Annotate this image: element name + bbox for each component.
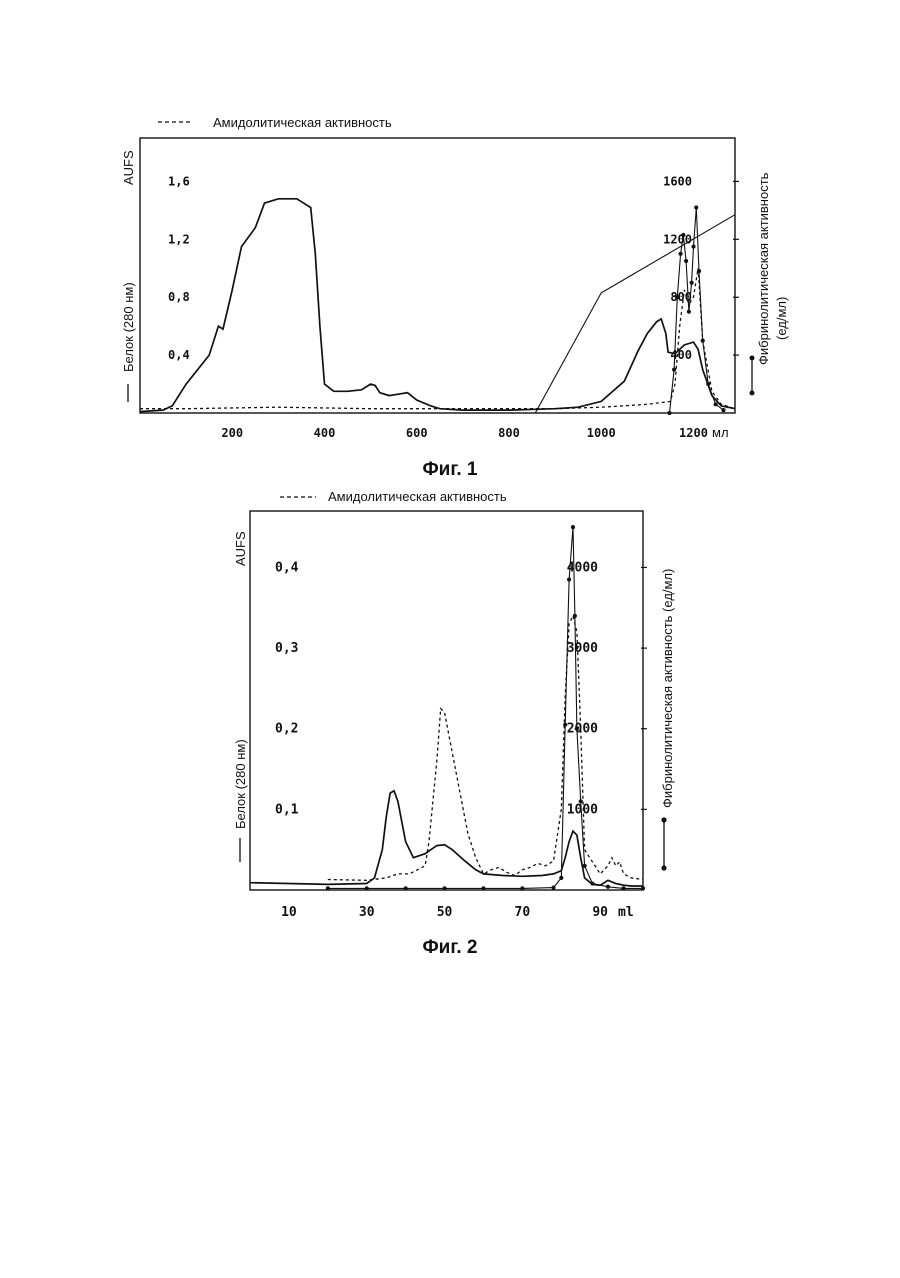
fig2-fibrinolytic-point bbox=[621, 886, 625, 890]
fig2-caption: Фиг. 2 bbox=[422, 937, 477, 958]
fig2-right-tick-label: 2000 bbox=[567, 722, 598, 737]
fig2-right-tick-label: 1000 bbox=[567, 802, 598, 817]
fig1-fibrinolytic-point bbox=[687, 310, 691, 314]
fig1-fibrinolytic-point bbox=[667, 411, 671, 415]
fig1-right-tick-label: 1200 bbox=[663, 232, 692, 246]
fig1-left-tick-label: 1,6 bbox=[168, 174, 190, 188]
fig1-right-marker-dot-bottom bbox=[750, 391, 755, 396]
fig1-fibrinolytic-point bbox=[678, 252, 682, 256]
figure-1: Амидолитическая активность AUFS Белок (2… bbox=[121, 115, 789, 480]
fig1-fibrinolytic-point bbox=[681, 233, 685, 237]
fig1-x-tick-label: 400 bbox=[314, 426, 336, 440]
fig2-fibrinolytic-point bbox=[590, 881, 594, 885]
fig2-fibrinolytic-point bbox=[404, 886, 408, 890]
fig1-fibrinolytic-point bbox=[714, 402, 718, 406]
fig1-x-tick-label: 200 bbox=[221, 426, 243, 440]
fig1-fibrinolytic-point bbox=[721, 408, 725, 412]
fig2-fibrinolytic-point bbox=[365, 886, 369, 890]
fig1-right-tick-label: 400 bbox=[670, 348, 692, 362]
fig1-x-tick-label: 1200 bbox=[679, 426, 708, 440]
fig2-fibrinolytic-point bbox=[579, 799, 583, 803]
fig2-fibrinolytic-point bbox=[575, 727, 579, 731]
fig2-left-tick-label: 0,1 bbox=[275, 802, 299, 817]
fig1-fibrinolytic-point bbox=[690, 281, 694, 285]
fig1-series-protein bbox=[140, 199, 735, 412]
fig1-fibrinolytic-point bbox=[684, 259, 688, 263]
fig2-left-tick-label: 0,2 bbox=[275, 722, 298, 737]
fig1-left-tick-label: 1,2 bbox=[168, 232, 190, 246]
fig2-right-tick-label: 4000 bbox=[567, 560, 598, 575]
figure-2: Амидолитическая активность AUFS Белок (2… bbox=[233, 489, 675, 958]
fig2-fibrinolytic-point bbox=[326, 886, 330, 890]
fig2-left-axis-label: Белок (280 нм) bbox=[233, 739, 248, 829]
fig1-fibrinolytic-point bbox=[672, 367, 676, 371]
fig2-fibrinolytic-point bbox=[551, 885, 555, 889]
fig2-fibrinolytic-point bbox=[520, 886, 524, 890]
fig2-x-tick-label: 90 bbox=[592, 905, 608, 920]
fig2-fibrinolytic-point bbox=[606, 885, 610, 889]
fig2-x-tick-label: 30 bbox=[359, 905, 375, 920]
fig1-fibrinolytic-point bbox=[706, 382, 710, 386]
fig1-right-unit-label: (ед/мл) bbox=[774, 297, 789, 340]
fig2-legend-label: Амидолитическая активность bbox=[328, 489, 507, 504]
fig2-left-tick-label: 0,3 bbox=[275, 641, 298, 656]
fig1-fibrinolytic-point bbox=[701, 339, 705, 343]
fig2-fibrinolytic-point bbox=[559, 876, 563, 880]
fig2-left-unit-label: AUFS bbox=[233, 531, 248, 566]
fig1-x-tick-label: 800 bbox=[498, 426, 520, 440]
fig1-fibrinolytic-point bbox=[697, 269, 701, 273]
fig2-series-fibrinolytic bbox=[328, 527, 643, 888]
fig1-caption: Фиг. 1 bbox=[422, 459, 477, 480]
fig1-left-axis-label: Белок (280 нм) bbox=[121, 282, 136, 372]
fig1-left-unit-label: AUFS bbox=[121, 150, 136, 185]
fig2-x-tick-label: 70 bbox=[515, 905, 531, 920]
fig1-left-tick-label: 0,8 bbox=[168, 290, 190, 304]
fig2-right-marker-dot-top bbox=[661, 817, 666, 822]
fig2-fibrinolytic-point bbox=[641, 886, 645, 890]
fig1-right-marker-dot-top bbox=[750, 356, 755, 361]
fig1-right-tick-label: 1600 bbox=[663, 174, 692, 188]
fig2-left-tick-label: 0,4 bbox=[275, 560, 299, 575]
fig2-x-tick-label: 50 bbox=[437, 905, 453, 920]
fig1-left-tick-label: 0,4 bbox=[168, 348, 190, 362]
fig2-fibrinolytic-point bbox=[442, 886, 446, 890]
fig2-fibrinolytic-point bbox=[567, 577, 571, 581]
fig2-x-unit-label: ml bbox=[618, 905, 634, 920]
fig2-fibrinolytic-point bbox=[571, 525, 575, 529]
fig2-x-tick-label: 10 bbox=[281, 905, 297, 920]
fig2-fibrinolytic-point bbox=[583, 864, 587, 868]
fig1-right-axis-label: Фибринолитическая активность bbox=[756, 172, 771, 365]
fig1-plot-frame bbox=[140, 138, 735, 413]
fig2-fibrinolytic-point bbox=[573, 614, 577, 618]
fig1-fibrinolytic-point bbox=[694, 205, 698, 209]
fig1-series-amidolytic bbox=[140, 268, 735, 408]
fig2-right-axis-label: Фибринолитическая активность (ед/мл) bbox=[660, 569, 675, 808]
fig1-x-unit-label: мл bbox=[712, 425, 729, 440]
fig1-fibrinolytic-point bbox=[675, 295, 679, 299]
fig1-series-gradient bbox=[535, 215, 735, 413]
fig2-right-marker-dot-bottom bbox=[661, 865, 666, 870]
fig1-fibrinolytic-point bbox=[691, 244, 695, 248]
fig2-fibrinolytic-point bbox=[563, 723, 567, 727]
fig1-x-tick-label: 1000 bbox=[587, 426, 616, 440]
fig1-legend-label: Амидолитическая активность bbox=[213, 115, 392, 130]
fig2-right-tick-label: 3000 bbox=[567, 641, 598, 656]
fig1-x-tick-label: 600 bbox=[406, 426, 428, 440]
fig2-fibrinolytic-point bbox=[481, 886, 485, 890]
